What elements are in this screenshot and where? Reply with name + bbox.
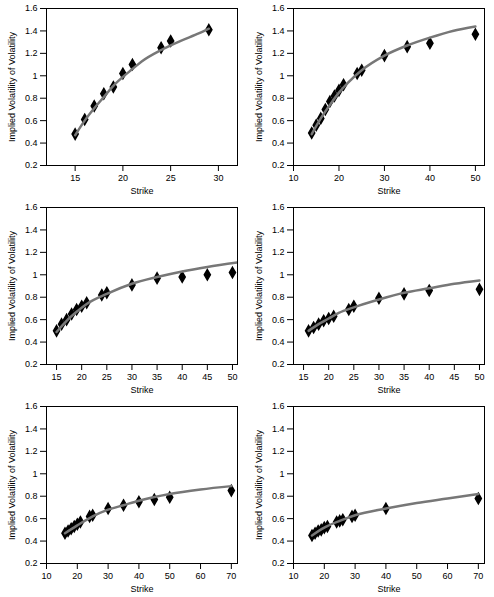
svg-text:50: 50 [227, 372, 237, 382]
svg-text:50: 50 [165, 571, 175, 581]
svg-text:25: 25 [102, 372, 112, 382]
svg-text:50: 50 [470, 173, 480, 183]
svg-text:0.2: 0.2 [25, 160, 38, 170]
svg-text:1.6: 1.6 [272, 202, 285, 212]
svg-text:0.2: 0.2 [25, 359, 38, 369]
svg-text:45: 45 [449, 372, 459, 382]
svg-text:45: 45 [202, 372, 212, 382]
svg-text:20: 20 [334, 173, 344, 183]
svg-text:1: 1 [32, 270, 37, 280]
svg-text:25: 25 [349, 372, 359, 382]
svg-text:0.6: 0.6 [272, 315, 285, 325]
svg-text:30: 30 [379, 173, 389, 183]
svg-text:1.2: 1.2 [25, 446, 38, 456]
svg-text:20: 20 [118, 173, 128, 183]
svg-text:0.8: 0.8 [272, 491, 285, 501]
svg-text:Implied Volatility of Volatili: Implied Volatility of Volatility [254, 429, 264, 540]
svg-text:1.2: 1.2 [25, 247, 38, 257]
svg-text:0.4: 0.4 [25, 536, 38, 546]
svg-text:1.2: 1.2 [272, 48, 285, 58]
svg-text:30: 30 [350, 571, 360, 581]
svg-text:0.6: 0.6 [272, 514, 285, 524]
svg-text:Strike: Strike [377, 385, 400, 395]
svg-text:1.4: 1.4 [25, 26, 38, 36]
svg-text:1.6: 1.6 [25, 202, 38, 212]
svg-text:0.2: 0.2 [272, 160, 285, 170]
svg-text:10: 10 [288, 173, 298, 183]
svg-text:0.4: 0.4 [272, 536, 285, 546]
svg-text:70: 70 [473, 571, 483, 581]
svg-text:1.2: 1.2 [25, 48, 38, 58]
svg-text:1.6: 1.6 [25, 3, 38, 13]
svg-text:15: 15 [70, 173, 80, 183]
svg-text:Strike: Strike [130, 584, 153, 594]
svg-text:10: 10 [288, 571, 298, 581]
svg-text:35: 35 [399, 372, 409, 382]
svg-text:Implied Volatility of Volatili: Implied Volatility of Volatility [7, 31, 17, 142]
svg-text:10: 10 [41, 571, 51, 581]
svg-text:1.6: 1.6 [272, 3, 285, 13]
svg-text:30: 30 [103, 571, 113, 581]
svg-text:1: 1 [279, 469, 284, 479]
svg-text:0.4: 0.4 [272, 138, 285, 148]
svg-text:40: 40 [134, 571, 144, 581]
svg-text:Implied Volatility of Volatili: Implied Volatility of Volatility [254, 230, 264, 341]
svg-text:0.6: 0.6 [25, 116, 38, 126]
svg-text:70: 70 [226, 571, 236, 581]
svg-text:Implied Volatility of Volatili: Implied Volatility of Volatility [254, 31, 264, 142]
svg-text:1.4: 1.4 [25, 225, 38, 235]
svg-text:1: 1 [279, 270, 284, 280]
svg-text:50: 50 [412, 571, 422, 581]
svg-text:60: 60 [443, 571, 453, 581]
svg-text:30: 30 [127, 372, 137, 382]
svg-text:0.4: 0.4 [25, 337, 38, 347]
svg-text:40: 40 [424, 372, 434, 382]
svg-text:1.4: 1.4 [272, 26, 285, 36]
svg-text:20: 20 [324, 372, 334, 382]
svg-text:0.8: 0.8 [25, 292, 38, 302]
svg-text:1.2: 1.2 [272, 247, 285, 257]
svg-text:Strike: Strike [377, 584, 400, 594]
svg-text:1: 1 [32, 71, 37, 81]
svg-text:Strike: Strike [130, 385, 153, 395]
svg-text:1.2: 1.2 [272, 446, 285, 456]
svg-text:Strike: Strike [377, 186, 400, 196]
svg-text:Strike: Strike [130, 186, 153, 196]
svg-text:0.8: 0.8 [272, 292, 285, 302]
svg-text:50: 50 [474, 372, 484, 382]
svg-text:0.8: 0.8 [272, 93, 285, 103]
svg-text:40: 40 [381, 571, 391, 581]
svg-text:30: 30 [213, 173, 223, 183]
svg-text:0.8: 0.8 [25, 93, 38, 103]
svg-text:20: 20 [77, 372, 87, 382]
svg-text:60: 60 [196, 571, 206, 581]
svg-text:0.4: 0.4 [272, 337, 285, 347]
svg-text:15: 15 [52, 372, 62, 382]
svg-text:1.4: 1.4 [25, 424, 38, 434]
svg-text:20: 20 [319, 571, 329, 581]
svg-text:30: 30 [374, 372, 384, 382]
svg-text:40: 40 [177, 372, 187, 382]
svg-text:1: 1 [32, 469, 37, 479]
svg-text:1.4: 1.4 [272, 225, 285, 235]
svg-text:1.4: 1.4 [272, 424, 285, 434]
svg-text:20: 20 [72, 571, 82, 581]
svg-text:Implied Volatility of Volatili: Implied Volatility of Volatility [7, 429, 17, 540]
svg-text:1: 1 [279, 71, 284, 81]
svg-text:0.2: 0.2 [272, 558, 285, 568]
svg-text:15: 15 [299, 372, 309, 382]
svg-text:1.6: 1.6 [272, 401, 285, 411]
svg-text:0.8: 0.8 [25, 491, 38, 501]
svg-text:0.2: 0.2 [272, 359, 285, 369]
svg-text:0.6: 0.6 [272, 116, 285, 126]
svg-text:0.6: 0.6 [25, 315, 38, 325]
svg-text:0.2: 0.2 [25, 558, 38, 568]
svg-text:0.4: 0.4 [25, 138, 38, 148]
svg-text:0.6: 0.6 [25, 514, 38, 524]
svg-text:35: 35 [152, 372, 162, 382]
svg-text:25: 25 [166, 173, 176, 183]
svg-text:40: 40 [425, 173, 435, 183]
svg-text:Implied Volatility of Volatili: Implied Volatility of Volatility [7, 230, 17, 341]
svg-text:1.6: 1.6 [25, 401, 38, 411]
